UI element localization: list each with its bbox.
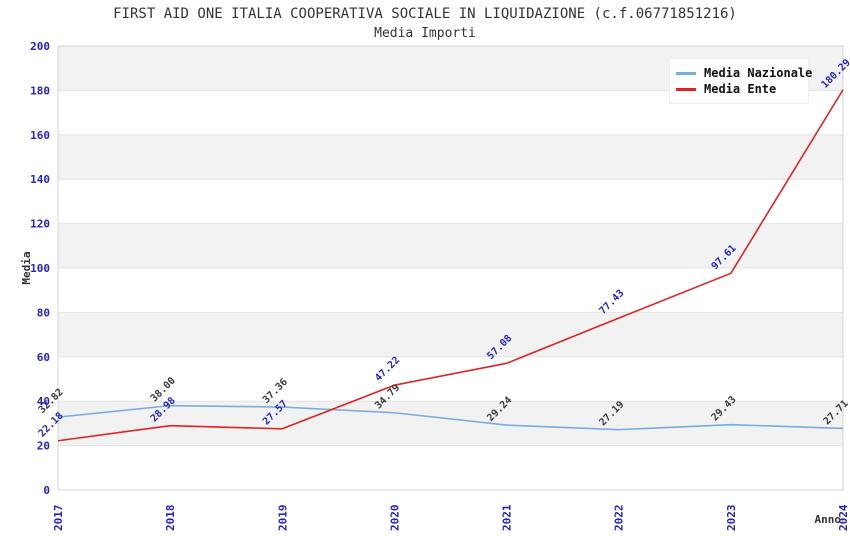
x-tick-label: 2024 [837,504,850,531]
media-nazionale-line-swatch-icon [676,71,696,75]
y-axis-title: Media [20,251,33,284]
grid-band [58,312,843,357]
data-label: 47.22 [373,355,402,384]
y-tick-label: 20 [37,440,50,453]
chart-subtitle: Media Importi [374,26,476,41]
grid-band [58,401,843,446]
y-tick-label: 60 [37,351,50,364]
y-tick-label: 200 [30,40,50,53]
series-line-media-nazionale [57,404,844,431]
legend-box: Media Nazionale Media Ente [669,58,812,104]
grid-band [58,134,843,180]
x-tick-label: 2023 [725,505,738,532]
legend-label: Media Nazionale [704,66,813,80]
chart-title: FIRST AID ONE ITALIA COOPERATIVA SOCIALE… [113,6,737,22]
media-ente-line-swatch-icon [676,87,696,91]
legend-label: Media Ente [704,82,777,96]
y-tick-label: 140 [30,173,50,186]
x-tick-label: 2021 [501,504,514,531]
grid-band [58,223,843,268]
x-tick-label: 2022 [613,505,626,532]
y-tick-label: 40 [37,395,50,408]
y-tick-label: 100 [30,262,50,275]
legend-item-media-ente: Media Ente [676,81,800,97]
plot-area-border [57,45,844,491]
y-tick-label: 0 [43,484,50,497]
y-tick-label: 120 [30,218,50,231]
x-tick-label: 2018 [164,505,177,532]
x-tick-label: 2019 [276,505,289,532]
y-tick-label: 180 [30,84,50,97]
x-tick-label: 2020 [388,505,401,532]
x-axis-title: Anno [815,513,842,526]
y-tick-label: 160 [30,129,50,142]
y-tick-label: 80 [37,306,50,319]
series-line-media-ente [57,89,844,442]
x-tick-label: 2017 [52,505,65,532]
legend-item-media-nazionale: Media Nazionale [676,65,812,81]
